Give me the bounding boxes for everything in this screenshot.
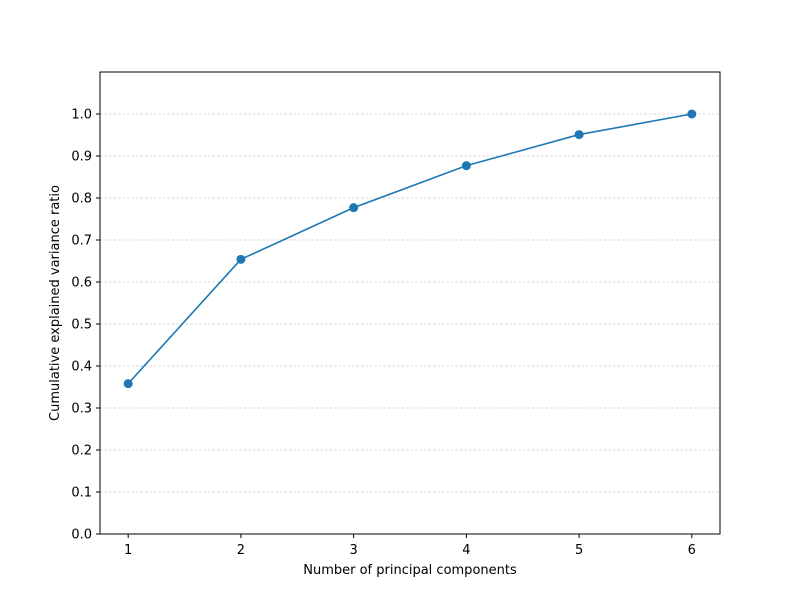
plot-frame: [99, 71, 721, 535]
data-point: [236, 254, 246, 264]
data-point: [574, 130, 584, 140]
tick-layer: 0.0 0.1 0.2 0.3 0.4 0.5 0.6 0.7 0.8 0.9 1.0 1 2 3 4 5 6: [71, 108, 696, 559]
data-point: [461, 161, 471, 171]
series-layer: [123, 109, 697, 389]
x-tick-label: 6: [688, 543, 696, 558]
data-point: [349, 203, 359, 213]
y-tick-label: 0.3: [71, 402, 92, 417]
y-tick-label: 0.9: [71, 150, 92, 165]
y-tick-label: 0.7: [71, 234, 92, 249]
y-tick-label: 0.1: [71, 486, 92, 501]
x-tick-label: 1: [124, 543, 132, 558]
x-tick-label: 2: [237, 543, 245, 558]
y-tick-label: 0.8: [71, 192, 92, 207]
y-tick-label: 0.5: [71, 318, 92, 333]
data-point: [123, 379, 133, 389]
y-axis-label: Cumulative explained variance ratio: [48, 185, 63, 421]
x-tick-label: 4: [462, 543, 470, 558]
y-tick-label: 1.0: [71, 108, 92, 123]
x-tick-label: 3: [349, 543, 357, 558]
y-tick-label: 0.6: [71, 276, 92, 291]
data-point: [687, 109, 697, 119]
y-tick-label: 0.2: [71, 444, 92, 459]
y-tick-label: 0.0: [71, 528, 92, 543]
y-tick-label: 0.4: [71, 360, 92, 375]
x-axis-label: Number of principal components: [303, 563, 517, 578]
x-tick-label: 5: [575, 543, 583, 558]
series-line: [127, 113, 692, 385]
